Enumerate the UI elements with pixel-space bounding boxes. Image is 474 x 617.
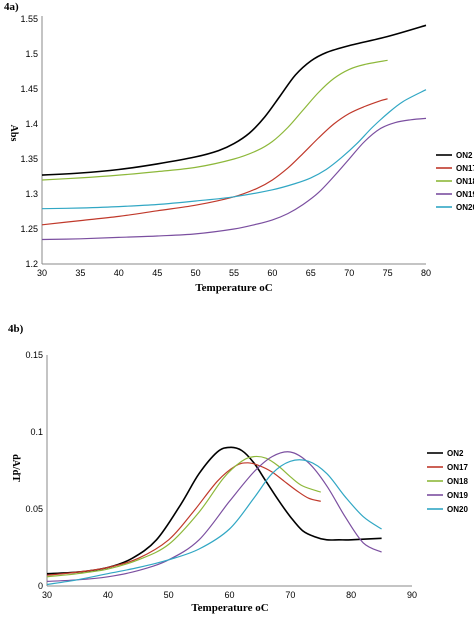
series-line-on19-4a bbox=[41, 117, 427, 241]
legend-4b: ON2 ON17 ON18 ON19 ON20 bbox=[427, 449, 468, 514]
series-lines-4b bbox=[46, 446, 382, 586]
series-line-on20-4a bbox=[41, 89, 427, 210]
legend-label-on17-4b: ON17 bbox=[447, 463, 468, 472]
series-lines-4a bbox=[41, 24, 427, 241]
x-tick-label-4a: 70 bbox=[344, 268, 354, 278]
x-axis-label-4a: Temperature oC bbox=[195, 282, 272, 294]
x-axis-label-4b: Temperature oC bbox=[191, 602, 268, 614]
x-tick-label-4b: 50 bbox=[164, 590, 174, 600]
y-tick-label-4b: 0.05 bbox=[25, 504, 43, 514]
series-line-on19-4b bbox=[46, 451, 382, 582]
y-tick-label-4a: 1.2 bbox=[25, 259, 38, 269]
x-tick-label-4a: 35 bbox=[75, 268, 85, 278]
series-line-on20-4b bbox=[46, 459, 382, 586]
x-tick-label-4b: 40 bbox=[103, 590, 113, 600]
y-tick-label-4a: 1.55 bbox=[20, 14, 38, 24]
series-line-on17-4b bbox=[46, 462, 321, 576]
x-ticks-4a: 30 35 40 45 50 55 60 65 70 75 80 bbox=[37, 268, 431, 278]
series-line-on17-4a bbox=[41, 98, 388, 226]
y-ticks-4a: 1.2 1.25 1.3 1.35 1.4 1.45 1.5 1.55 bbox=[20, 14, 38, 269]
x-tick-label-4a: 55 bbox=[229, 268, 239, 278]
x-tick-label-4b: 80 bbox=[346, 590, 356, 600]
legend-4a: ON2 ON17 ON18 ON19 ON20 bbox=[436, 151, 474, 212]
y-tick-label-4b: 0.1 bbox=[30, 427, 43, 437]
y-axis-label-4a: Abs bbox=[8, 125, 19, 142]
x-tick-label-4a: 30 bbox=[37, 268, 47, 278]
x-tick-label-4a: 75 bbox=[383, 268, 393, 278]
y-tick-label-4a: 1.25 bbox=[20, 224, 38, 234]
legend-label-on18-4b: ON18 bbox=[447, 477, 468, 486]
series-line-on18-4b bbox=[46, 455, 322, 578]
x-tick-label-4a: 40 bbox=[114, 268, 124, 278]
series-line-on18-4a bbox=[41, 59, 388, 181]
chart-panel-4a: 4a) Abs 1.21.251.31.351.41.451.51.55 30 3… bbox=[4, 1, 474, 294]
x-tick-label-4a: 65 bbox=[306, 268, 316, 278]
x-tick-label-4a: 80 bbox=[421, 268, 431, 278]
x-ticks-4b: 30 40 50 60 70 80 90 bbox=[42, 590, 417, 600]
legend-label-on18-4a: ON18 bbox=[456, 177, 474, 186]
x-tick-label-4a: 50 bbox=[191, 268, 201, 278]
x-tick-label-4b: 60 bbox=[224, 590, 234, 600]
panel-label-4b: 4b) bbox=[8, 323, 24, 335]
legend-label-on2-4a: ON2 bbox=[456, 151, 473, 160]
x-tick-label-4a: 45 bbox=[152, 268, 162, 278]
y-tick-label-4a: 1.3 bbox=[25, 189, 38, 199]
legend-label-on17-4a: ON17 bbox=[456, 164, 474, 173]
legend-label-on20-4a: ON20 bbox=[456, 203, 474, 212]
series-line-on2-4b bbox=[46, 446, 382, 575]
x-tick-label-4a: 60 bbox=[267, 268, 277, 278]
y-axis-label-4b: dA/dT bbox=[10, 454, 21, 482]
y-tick-label-4b: 0 bbox=[38, 581, 43, 591]
y-tick-label-4b: 0.15 bbox=[25, 350, 43, 360]
legend-label-on19-4b: ON19 bbox=[447, 491, 468, 500]
legend-label-on2-4b: ON2 bbox=[447, 449, 464, 458]
x-tick-label-4b: 90 bbox=[407, 590, 417, 600]
panel-label-4a: 4a) bbox=[4, 1, 19, 13]
y-tick-label-4a: 1.35 bbox=[20, 154, 38, 164]
chart-panel-4b: 4b) dA/dT 0 0.05 0.1 0.15 30 40 50 60 70 80 90 Te… bbox=[8, 323, 468, 614]
y-tick-label-4a: 1.5 bbox=[25, 49, 38, 59]
y-ticks-4b: 0 0.05 0.1 0.15 bbox=[25, 350, 43, 591]
series-line-on2-4a bbox=[41, 24, 427, 176]
x-tick-label-4b: 70 bbox=[285, 590, 295, 600]
y-tick-label-4a: 1.45 bbox=[20, 84, 38, 94]
legend-label-on20-4b: ON20 bbox=[447, 505, 468, 514]
y-tick-label-4a: 1.4 bbox=[25, 119, 38, 129]
x-tick-label-4b: 30 bbox=[42, 590, 52, 600]
legend-label-on19-4a: ON19 bbox=[456, 190, 474, 199]
